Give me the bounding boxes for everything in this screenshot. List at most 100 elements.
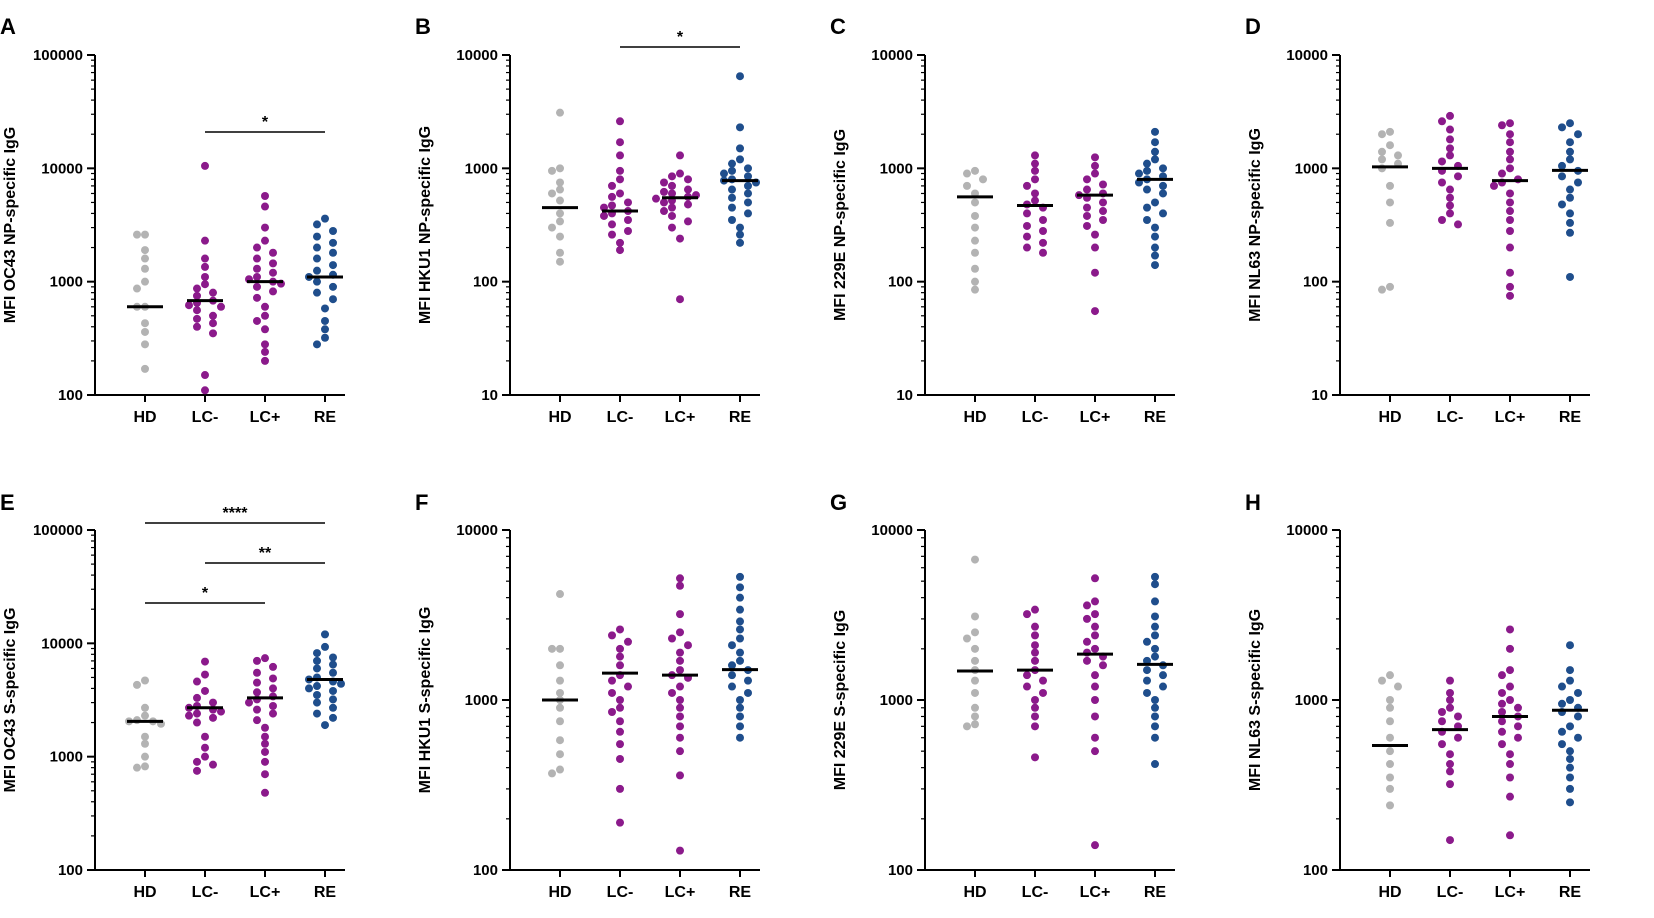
data-point [1099,661,1107,670]
data-point [971,688,979,697]
data-point [193,766,201,775]
data-point [608,631,616,640]
data-point [676,295,684,304]
data-point [1143,637,1151,646]
data-point [676,234,684,243]
y-tick-label: 10000 [456,522,498,539]
data-point [736,617,744,626]
data-point [616,703,624,712]
data-point [209,713,217,722]
data-point [1091,644,1099,653]
y-tick-label: 100 [1303,862,1328,879]
data-point [201,657,209,666]
data-point [971,676,979,685]
data-point [1566,696,1574,704]
data-point [313,340,321,349]
data-point [1566,185,1574,194]
data-point [676,712,684,721]
data-point [1506,666,1514,675]
data-point [1506,760,1514,769]
data-point [979,175,987,184]
data-point [556,703,564,712]
data-point [676,747,684,756]
data-point [1386,747,1394,756]
data-point [1446,144,1454,153]
data-point [209,288,217,297]
data-point [736,696,744,704]
y-tick-label: 10000 [41,635,83,652]
data-point [1574,733,1582,742]
data-point [201,272,209,281]
panel-h: H 100 1000 10000 MFI NL63 S-specific IgG HD LC… [1245,490,1590,901]
data-point [1151,198,1159,207]
data-point [141,230,149,239]
data-point [329,261,337,270]
data-point [676,648,684,657]
data-point [261,340,269,349]
data-point [253,264,261,273]
data-point [1506,773,1514,782]
data-point [744,164,752,173]
data-point [624,198,632,207]
data-point [1151,703,1159,712]
data-point [971,703,979,712]
y-tick-label: 1000 [880,692,913,709]
data-point [1159,164,1167,173]
data-point [1506,282,1514,291]
data-point [1151,572,1159,581]
data-point [1498,699,1506,708]
data-point [971,264,979,273]
data-point [1159,181,1167,190]
x-tick-label: LC+ [250,409,281,426]
data-point [329,226,337,235]
data-point [1031,605,1039,614]
data-point [1506,644,1514,653]
data-point [193,677,201,686]
data-point [556,661,564,670]
panel-letter: G [830,490,847,515]
data-point [253,243,261,252]
data-point [1151,243,1159,252]
data-point [744,688,752,697]
data-point [201,386,209,395]
data-point [141,703,149,712]
significance-label: * [202,585,209,602]
data-point [193,306,201,315]
y-axis-label: MFI HKU1 NP-specific IgG [417,126,434,324]
x-tick-label: HD [1378,409,1401,426]
data-point [1566,209,1574,218]
data-point [1143,166,1151,175]
data-point [668,181,676,190]
data-point [548,644,556,653]
y-axis-label: MFI 229E S-specific IgG [832,610,849,791]
data-point [728,185,736,194]
data-point [556,676,564,685]
data-point [1143,216,1151,225]
data-point [321,721,329,730]
data-point [1151,696,1159,704]
data-point [1446,696,1454,704]
y-tick-label: 10000 [871,522,913,539]
data-point [201,236,209,245]
data-point [608,707,616,716]
data-point [261,202,269,211]
data-point [261,356,269,365]
data-point [1386,703,1394,712]
data-point [556,765,564,774]
data-point [1498,727,1506,736]
data-point [1091,574,1099,583]
data-point [556,185,564,194]
data-point [1031,641,1039,650]
data-point [1566,155,1574,164]
data-point [1506,831,1514,840]
x-tick-label: LC- [1022,409,1049,426]
data-point [1566,676,1574,685]
data-point [736,238,744,247]
data-point [1159,189,1167,198]
data-point [548,223,556,232]
data-point [971,285,979,294]
data-point [1446,125,1454,134]
data-point [1566,193,1574,202]
data-point [1083,601,1091,610]
data-point [963,634,971,643]
